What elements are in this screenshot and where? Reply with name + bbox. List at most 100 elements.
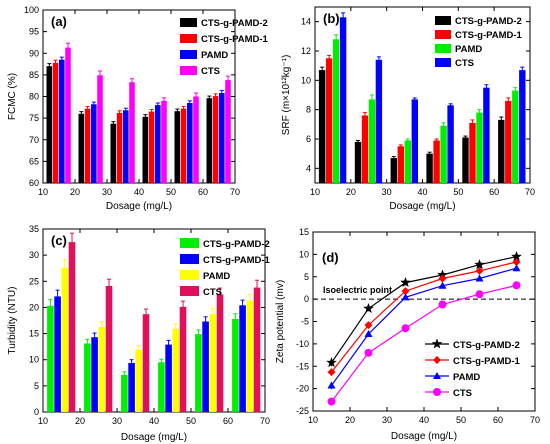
chart-panel-3: 10 20 30 40 50 60 70 0 5 10 15 20 25 30 35 Dosage (mg/L…	[7, 224, 271, 443]
bar	[339, 17, 347, 183]
y-tick-label: 70	[29, 135, 39, 145]
x-tick-label: 40	[134, 187, 144, 197]
bar	[404, 140, 411, 183]
bar	[193, 96, 199, 183]
x-tick-label: 10	[38, 187, 48, 197]
y-tick-label: 95	[29, 27, 39, 37]
series-line	[331, 256, 517, 364]
legend-swatch	[180, 50, 197, 59]
data-point	[364, 321, 373, 330]
bar	[390, 158, 397, 183]
y-tick-label: 10	[299, 249, 309, 259]
y-tick-label: 35	[29, 224, 39, 234]
data-point	[399, 276, 412, 288]
bar	[375, 59, 383, 183]
bar	[505, 100, 512, 183]
bar	[52, 62, 59, 183]
y-tick-label: -10	[296, 339, 309, 349]
panel-label: (c)	[51, 233, 67, 248]
bar	[65, 47, 71, 183]
bar	[179, 306, 187, 412]
x-tick-label: 50	[456, 415, 466, 425]
legend-swatch	[180, 238, 199, 248]
legend-label: CTS	[453, 388, 472, 399]
chart-panel-2: 10 20 30 40 50 60 70 4 6 8 10 12 14 Dosage (mg/L) SRF …	[281, 6, 535, 212]
legend-marker	[431, 338, 443, 349]
x-tick-label: 20	[70, 187, 80, 197]
bar	[54, 296, 61, 412]
legend-label: CTS-g-PAMD-1	[201, 34, 269, 45]
bar	[397, 146, 404, 183]
y-tick-label: 90	[29, 48, 39, 58]
legend: CTS-g-PAMD-2 CTS-g-PAMD-1 PAMD CTS	[425, 338, 521, 399]
y-tick-label: 15	[299, 227, 309, 237]
data-point	[364, 330, 373, 338]
plot-frame	[312, 231, 536, 412]
y-tick-label: 10	[29, 355, 39, 365]
bar	[246, 300, 254, 412]
data-point	[512, 257, 521, 266]
legend-swatch	[180, 66, 197, 75]
series-line	[331, 284, 517, 402]
bar	[105, 286, 113, 412]
panel-label: (a)	[51, 14, 67, 29]
bar	[142, 116, 149, 183]
bar	[519, 70, 526, 183]
bar	[148, 111, 155, 183]
legend-marker	[433, 388, 441, 396]
series-line	[331, 261, 517, 373]
legend-label: CTS	[203, 287, 222, 298]
bar	[195, 334, 202, 412]
bar	[212, 96, 219, 183]
bar	[354, 141, 362, 183]
bar	[135, 349, 143, 412]
x-tick-label: 40	[417, 187, 427, 197]
data-point	[362, 302, 375, 314]
legend-label: PAMD	[201, 50, 228, 61]
bar	[202, 321, 209, 412]
y-tick-label: 0	[34, 407, 39, 417]
bar	[318, 70, 326, 183]
bar	[332, 39, 340, 183]
y-tick-label: -5	[301, 317, 309, 327]
legend-swatch	[180, 34, 197, 43]
x-tick-label: 40	[149, 416, 159, 426]
x-tick-label: 60	[223, 416, 233, 426]
legend: CTS-g-PAMD-2 CTS-g-PAMD-1 PAMD CTS	[180, 18, 269, 77]
x-axis-label: Dosage (mg/L)	[391, 431, 457, 442]
bar	[84, 108, 91, 183]
y-tick-label: 20	[29, 302, 39, 312]
bar	[121, 374, 128, 412]
legend-label: CTS	[201, 66, 220, 77]
legend-swatch	[180, 270, 199, 280]
isoelectric-annotation: Isoelectric point	[323, 285, 392, 295]
legend-label: PAMD	[203, 271, 230, 282]
y-tick-label: -20	[296, 384, 309, 394]
y-tick-label: 25	[29, 276, 39, 286]
legend: CTS-g-PAMD-2 CTS-g-PAMD-1 PAMD CTS	[435, 16, 523, 69]
legend: CTS-g-PAMD-2 CTS-g-PAMD-1 PAMD CTS	[180, 238, 271, 298]
y-axis-label: SRF (m×10¹²kg⁻¹)	[281, 55, 292, 136]
data-point	[401, 293, 410, 301]
bar	[225, 80, 231, 183]
bar	[187, 103, 193, 183]
bar	[97, 75, 103, 183]
x-tick-label: 50	[453, 187, 463, 197]
bar	[61, 267, 69, 412]
y-tick-label: 65	[29, 156, 39, 166]
x-tick-label: 60	[489, 187, 499, 197]
y-tick-label: 30	[29, 250, 39, 260]
bar	[116, 112, 123, 183]
data-point	[325, 356, 338, 368]
chart-panel-1: 10 20 30 40 50 60 70 60 65 70 75 80 85 90 95 100 Dosage …	[7, 5, 269, 212]
bar	[129, 82, 135, 183]
x-tick-label: 50	[186, 416, 196, 426]
x-tick-label: 30	[102, 187, 112, 197]
chart-panel-4: 10 20 30 40 50 60 70 -25 -20 -15 -10 -5 0 5 10 15 Dosage…	[275, 227, 540, 442]
x-tick-label: 30	[382, 415, 392, 425]
x-axis-label: Dosage (mg/L)	[389, 201, 455, 212]
x-tick-label: 70	[230, 187, 240, 197]
legend-label: PAMD	[455, 44, 482, 55]
y-tick-label: 4	[306, 163, 311, 173]
y-tick-label: 8	[306, 105, 311, 115]
